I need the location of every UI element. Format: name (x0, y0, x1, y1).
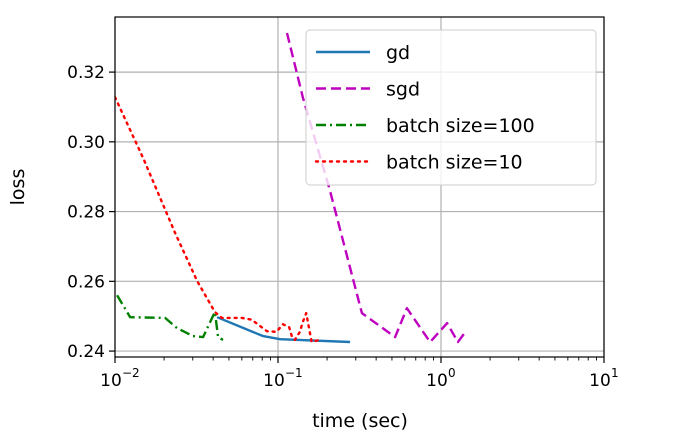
legend: gd sgd batch size=100 batch size=10 (305, 29, 597, 186)
series-line-batch-size-100 (116, 294, 224, 341)
x-tick-label: 10 (100, 371, 122, 391)
y-tick-label: 0.26 (67, 272, 105, 292)
y-tick-label: 0.30 (67, 133, 105, 153)
x-tick-exponent: −2 (122, 366, 140, 380)
y-axis-label: loss (7, 169, 29, 206)
legend-label: batch size=10 (386, 152, 523, 174)
x-tick-label: 10 (263, 371, 285, 391)
y-tick-label: 0.28 (67, 203, 105, 223)
x-axis-label: time (sec) (312, 410, 408, 432)
x-tick-exponent: 1 (611, 366, 619, 380)
y-tick-label: 0.32 (67, 63, 105, 83)
axes-frame (114, 16, 605, 358)
legend-label: sgd (386, 79, 420, 101)
x-tick-label: 10 (589, 371, 611, 391)
x-tick-exponent: −1 (285, 366, 303, 380)
legend-label: batch size=100 (386, 115, 535, 137)
legend-label: gd (386, 42, 410, 64)
legend-box (305, 29, 597, 186)
x-tick-exponent: 0 (448, 366, 456, 380)
y-tick-label: 0.24 (67, 342, 105, 362)
series-line-batch-size-10 (115, 95, 324, 344)
x-tick-label: 10 (426, 371, 448, 391)
